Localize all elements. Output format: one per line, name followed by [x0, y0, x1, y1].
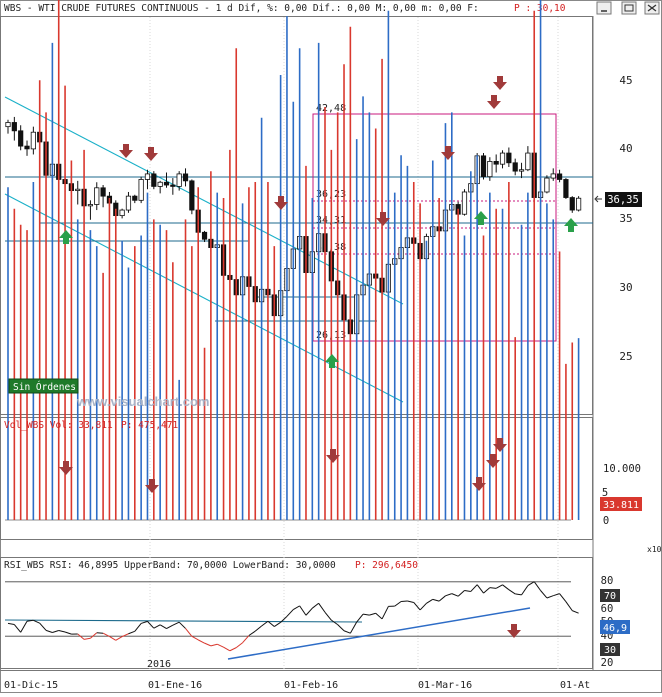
candle-body-down: [557, 174, 561, 180]
candle-body-up: [158, 182, 162, 186]
candle: [152, 171, 156, 189]
volume-scale-note: x10: [647, 545, 662, 554]
candle-body-down: [12, 122, 16, 130]
candle-body-down: [202, 232, 206, 239]
candle-body-up: [526, 153, 530, 170]
candle-body-up: [120, 210, 124, 216]
candle-body-down: [564, 179, 568, 197]
candle-body-up: [462, 192, 466, 214]
maximize-box: [622, 2, 636, 14]
candle-body-up: [551, 174, 555, 178]
candle-body-up: [76, 189, 80, 190]
candle-body-up: [31, 132, 35, 149]
rsi-line-segment: [401, 601, 407, 602]
rsi-header-p: P: 296,6450: [355, 560, 418, 571]
candle-body-down: [164, 182, 168, 185]
volume-tick-0: 0: [603, 515, 609, 527]
rsi-header-title: RSI_WBS RSI: 46,8995 UpperBand: 70,0000 …: [4, 560, 336, 571]
orders-badge[interactable]: Sin Órdenes: [9, 379, 78, 393]
volume-last-label: 33.811: [603, 500, 639, 511]
candle: [190, 179, 194, 214]
candle-body-up: [145, 174, 149, 180]
candle-body-down: [18, 131, 22, 146]
minimize-button[interactable]: [597, 2, 611, 14]
candle: [139, 177, 143, 203]
candle-body-down: [183, 174, 187, 181]
rsi-header: RSI_WBS RSI: 46,8995 UpperBand: 70,0000 …: [4, 560, 418, 571]
x-label-apr: 01-At: [560, 680, 590, 691]
volume-header: Vol_WBS Vol: 33,811 P: 475,471: [4, 420, 178, 431]
rsi-line-segment: [490, 588, 496, 589]
candle-body-up: [545, 178, 549, 192]
orders-badge-label: Sin Órdenes: [13, 381, 76, 393]
candle: [564, 178, 568, 199]
candle-body-down: [190, 181, 194, 210]
minimize-box: [597, 2, 611, 14]
candle: [545, 175, 549, 193]
volume-tick-10000: 10.000: [603, 463, 641, 475]
price-tick-40: 40: [619, 142, 632, 155]
candle-body-down: [133, 196, 137, 200]
fib-label-top: 42,48: [316, 103, 346, 114]
candle-body-up: [500, 153, 504, 164]
volume-header-title: Vol_WBS Vol: 33,811: [4, 420, 113, 431]
x-label-dic: 01-Dic-15: [4, 680, 58, 691]
x-label-ene: 01-Ene-16: [148, 680, 202, 691]
candle-body-down: [25, 146, 29, 149]
candle-body-down: [481, 156, 485, 177]
candle-body-up: [95, 188, 99, 205]
maximize-button[interactable]: [622, 2, 636, 14]
window-controls: [597, 2, 659, 14]
x-label-feb: 01-Feb-16: [284, 680, 338, 691]
volume-header-p: P: 475,471: [121, 420, 178, 431]
last-price-label: 36,35: [607, 194, 639, 206]
rsi-tick-20: 20: [601, 657, 614, 669]
candle-body-down: [570, 198, 574, 211]
candle-body-down: [171, 185, 175, 186]
candle-body-up: [88, 204, 92, 205]
candle: [570, 196, 574, 213]
close-button[interactable]: [645, 2, 659, 14]
x-label-mar: 01-Mar-16: [418, 680, 472, 691]
candle-body-up: [576, 198, 580, 210]
candle-body-up: [139, 179, 143, 200]
x-year-label: 2016: [147, 659, 171, 670]
price-header-title: WBS - WTI CRUDE FUTURES CONTINUOUS - 1 d…: [4, 3, 479, 14]
candle-body-down: [507, 153, 511, 163]
price-tick-30: 30: [619, 281, 632, 294]
candle-body-up: [126, 196, 130, 210]
candle-body-down: [152, 174, 156, 187]
rsi-upper-label: 70: [604, 591, 616, 602]
candle-body-down: [513, 163, 517, 171]
rsi-tick-80: 80: [601, 575, 614, 587]
price-tick-35: 35: [619, 212, 632, 225]
candle-body-up: [6, 122, 10, 126]
candle: [576, 196, 580, 211]
candle: [481, 153, 485, 179]
candle-body-down: [101, 188, 105, 196]
rsi-last-label: 46,9: [603, 623, 627, 634]
price-tick-25: 25: [619, 350, 632, 363]
price-tick-45: 45: [619, 74, 632, 87]
rsi-lower-label: 30: [604, 645, 616, 656]
candle-body-up: [488, 161, 492, 176]
candle-body-down: [494, 161, 498, 164]
candle: [462, 189, 466, 215]
watermark-text: www.visualchart.com: [76, 394, 209, 409]
rsi-tick-60: 60: [601, 603, 614, 615]
candle-body-up: [519, 170, 523, 171]
candle-body-up: [177, 174, 181, 187]
